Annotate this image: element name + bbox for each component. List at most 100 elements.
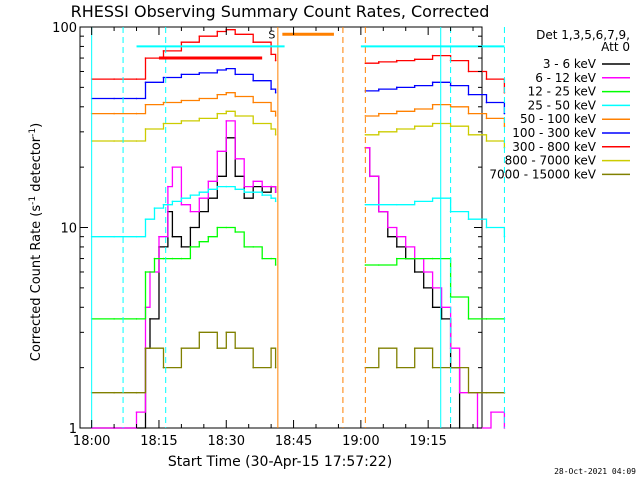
data-point xyxy=(144,271,147,273)
data-point xyxy=(144,103,147,106)
data-point xyxy=(449,125,452,128)
data-point xyxy=(135,391,138,394)
data-point xyxy=(216,150,219,153)
data-point xyxy=(180,120,183,122)
data-point xyxy=(270,110,272,113)
plot-area xyxy=(79,26,483,429)
data-point xyxy=(422,287,425,289)
data-point xyxy=(270,347,272,350)
data-point xyxy=(153,207,156,209)
data-point xyxy=(216,112,219,115)
series-layer xyxy=(90,28,506,429)
legend-label: 12 - 25 keV xyxy=(528,85,597,99)
data-point xyxy=(252,191,254,193)
data-point xyxy=(162,101,165,104)
data-point xyxy=(270,53,272,56)
data-point xyxy=(431,197,434,200)
x-tick-label: 18:15 xyxy=(140,434,177,449)
data-point xyxy=(198,191,201,193)
y-axis-label-end: ) xyxy=(29,123,44,128)
data-point xyxy=(234,158,237,160)
data-point xyxy=(431,54,434,57)
legend-label: 3 - 6 keV xyxy=(543,57,597,71)
data-point xyxy=(243,197,246,200)
data-point xyxy=(216,185,219,188)
data-point xyxy=(189,194,192,196)
data-point xyxy=(378,347,380,350)
data-point xyxy=(162,203,165,206)
series-line xyxy=(91,92,277,116)
data-point xyxy=(171,257,174,260)
data-point xyxy=(234,231,237,233)
data-point xyxy=(113,235,115,238)
data-point xyxy=(485,101,488,104)
series-300-800-kev xyxy=(90,28,506,94)
legend-label: 50 - 100 keV xyxy=(520,112,597,126)
series-line xyxy=(91,331,277,394)
data-point xyxy=(144,218,147,221)
data-point xyxy=(225,226,228,229)
data-point xyxy=(270,257,272,260)
data-point xyxy=(395,246,398,248)
data-point xyxy=(386,235,389,238)
data-point xyxy=(378,210,380,213)
y-tick-label: 1 xyxy=(69,422,77,437)
data-point xyxy=(378,264,380,266)
data-point xyxy=(467,112,470,115)
data-point xyxy=(144,57,147,59)
data-point xyxy=(171,235,174,238)
data-point xyxy=(274,59,277,62)
data-point xyxy=(378,203,380,206)
legend-label: 25 - 50 keV xyxy=(528,98,597,112)
data-point xyxy=(216,93,219,96)
x-tick-label: 19:00 xyxy=(342,434,379,449)
data-point xyxy=(395,203,398,206)
data-point xyxy=(449,84,452,87)
data-point xyxy=(198,331,201,334)
data-point xyxy=(225,185,228,188)
data-point xyxy=(180,99,183,102)
data-point xyxy=(135,411,138,413)
data-point xyxy=(270,128,272,130)
data-point xyxy=(225,91,228,94)
data-point xyxy=(252,366,254,369)
data-point xyxy=(395,86,398,89)
data-point xyxy=(274,366,277,369)
data-point xyxy=(252,246,254,248)
data-point xyxy=(467,70,470,73)
data-point xyxy=(467,93,470,96)
data-point xyxy=(413,58,416,61)
y-axis-label-sup2: -1 xyxy=(28,128,38,137)
y-tick-label: 100 xyxy=(52,21,77,36)
data-point xyxy=(364,133,367,136)
data-point xyxy=(234,188,237,191)
data-point xyxy=(243,185,246,188)
data-point xyxy=(207,235,210,238)
data-point xyxy=(158,235,160,238)
data-point xyxy=(395,59,398,62)
data-point xyxy=(180,203,183,206)
data-point xyxy=(274,200,277,203)
series-800-7000-kev xyxy=(90,110,506,149)
data-point xyxy=(198,197,201,200)
footer-date: 28-Oct-2021 04:09 xyxy=(554,467,636,476)
data-point xyxy=(485,391,488,394)
data-point xyxy=(467,133,470,136)
data-point xyxy=(171,166,174,168)
data-point xyxy=(180,197,183,200)
data-point xyxy=(467,318,470,320)
data-point xyxy=(413,125,416,128)
legend-header-line-1: Det 1,3,5,6,7,9, xyxy=(536,28,630,42)
data-point xyxy=(189,226,192,229)
gap-marker-label: S xyxy=(268,28,275,41)
data-point xyxy=(395,128,398,130)
data-point xyxy=(413,84,416,87)
data-point xyxy=(485,117,488,120)
data-point xyxy=(274,115,277,117)
data-point xyxy=(364,115,367,117)
data-point xyxy=(458,427,461,429)
data-point xyxy=(216,226,219,229)
data-point xyxy=(252,41,254,43)
data-point xyxy=(386,226,389,229)
